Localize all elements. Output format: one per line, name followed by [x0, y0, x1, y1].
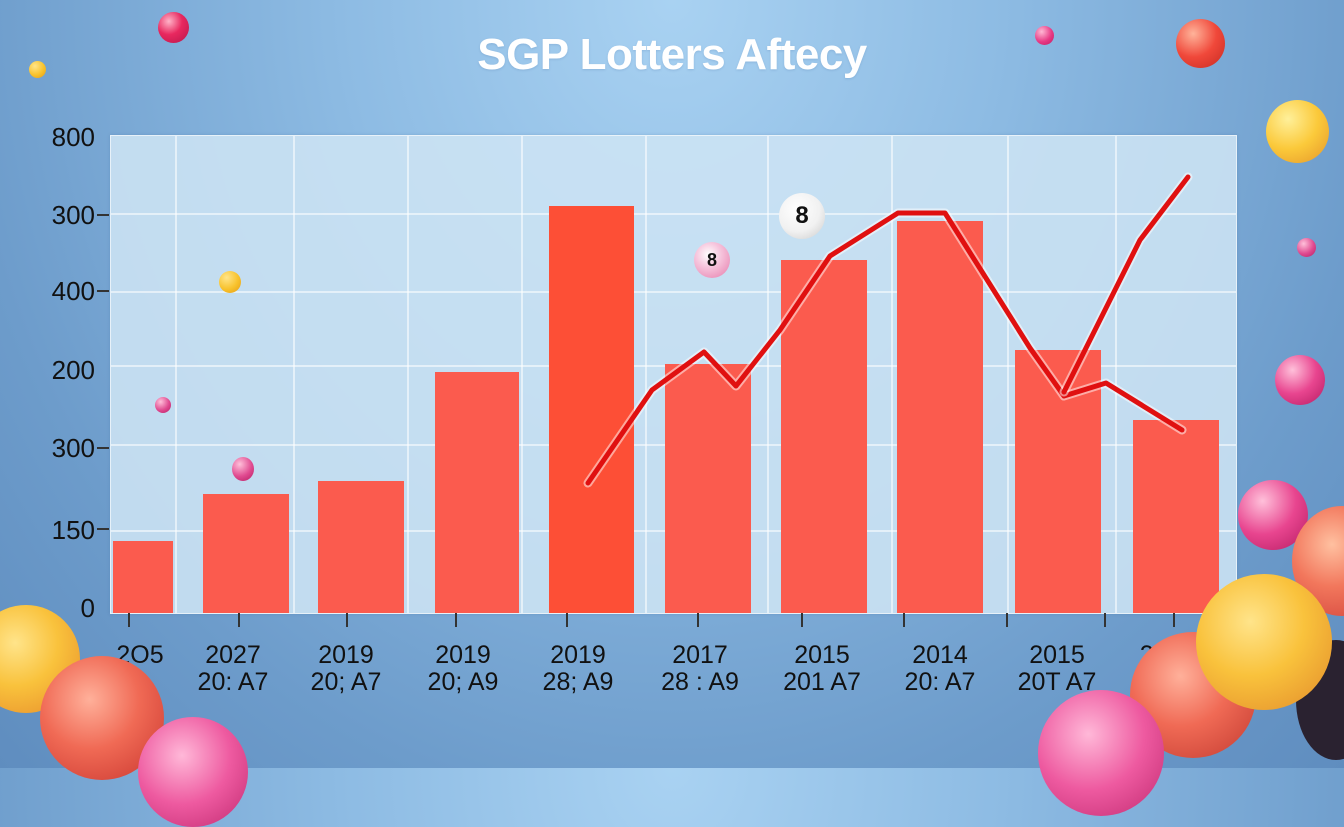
bar-1 [113, 541, 173, 613]
gridline [521, 136, 523, 613]
decorative-ball-icon [138, 717, 248, 827]
gridline [645, 136, 647, 613]
decorative-ball-icon [29, 61, 46, 78]
bar-5 [549, 206, 634, 613]
x-tick-label: 2015 20T A7 [1017, 641, 1097, 696]
y-tick [97, 290, 109, 292]
bar-2 [203, 494, 289, 613]
y-tick-label: 300 [51, 433, 95, 463]
bar-3 [318, 481, 404, 613]
lottery-ball-icon: 8 [779, 193, 825, 239]
x-tick [455, 613, 457, 627]
decorative-ball-icon [232, 457, 254, 481]
x-tick [128, 613, 130, 627]
x-tick-label: 2017 28 : A9 [661, 641, 739, 696]
x-tick [346, 613, 348, 627]
x-tick-label: 2019 28; A9 [542, 641, 614, 696]
y-tick-label: 400 [51, 276, 95, 306]
x-tick-label: 2019 20; A7 [310, 641, 382, 696]
bar-6 [665, 364, 751, 613]
chart-title: SGP Lotters Aftecy [477, 30, 867, 79]
gridline [111, 213, 1236, 215]
gridline [175, 136, 177, 613]
decorative-ball-icon [158, 12, 189, 43]
y-tick-label: 0 [80, 593, 95, 623]
decorative-ball-icon [1038, 690, 1164, 816]
lottery-ball-icon: 8 [694, 242, 730, 278]
decorative-ball-icon [1196, 574, 1332, 710]
x-tick [1173, 613, 1175, 627]
gridline [1007, 136, 1009, 613]
x-tick [566, 613, 568, 627]
gridline [293, 136, 295, 613]
bar-8 [897, 221, 983, 613]
x-tick [1006, 613, 1008, 627]
y-tick [97, 528, 109, 530]
y-tick-label: 200 [51, 355, 95, 385]
x-tick-label: 2019 20; A9 [427, 641, 499, 696]
gridline [407, 136, 409, 613]
decorative-ball-icon [1297, 238, 1316, 257]
gridline [111, 291, 1236, 293]
decorative-ball-icon [1035, 26, 1054, 45]
y-tick-label: 150 [51, 515, 95, 545]
gridline [891, 136, 893, 613]
x-tick-label: 2014 20: A7 [904, 641, 976, 696]
bar-10 [1133, 420, 1219, 613]
decorative-ball-icon [1275, 355, 1325, 405]
y-tick [97, 214, 109, 216]
bar-4 [435, 372, 519, 613]
gridline [1115, 136, 1117, 613]
decorative-ball-icon [219, 271, 241, 293]
trend-line [583, 172, 1193, 488]
y-tick [97, 447, 109, 449]
x-tick-label: 2027 20: A7 [197, 641, 269, 696]
y-tick-label: 300 [51, 200, 95, 230]
decorative-ball-icon [1176, 19, 1225, 68]
decorative-ball-icon [1266, 100, 1329, 163]
decorative-ball-icon [155, 397, 171, 413]
x-tick [238, 613, 240, 627]
bar-7 [781, 260, 867, 613]
x-tick [801, 613, 803, 627]
gridline [767, 136, 769, 613]
x-tick [697, 613, 699, 627]
x-tick [903, 613, 905, 627]
x-tick-label: 2015 201 A7 [783, 641, 861, 696]
y-tick-label: 800 [51, 122, 95, 152]
x-tick [1104, 613, 1106, 627]
